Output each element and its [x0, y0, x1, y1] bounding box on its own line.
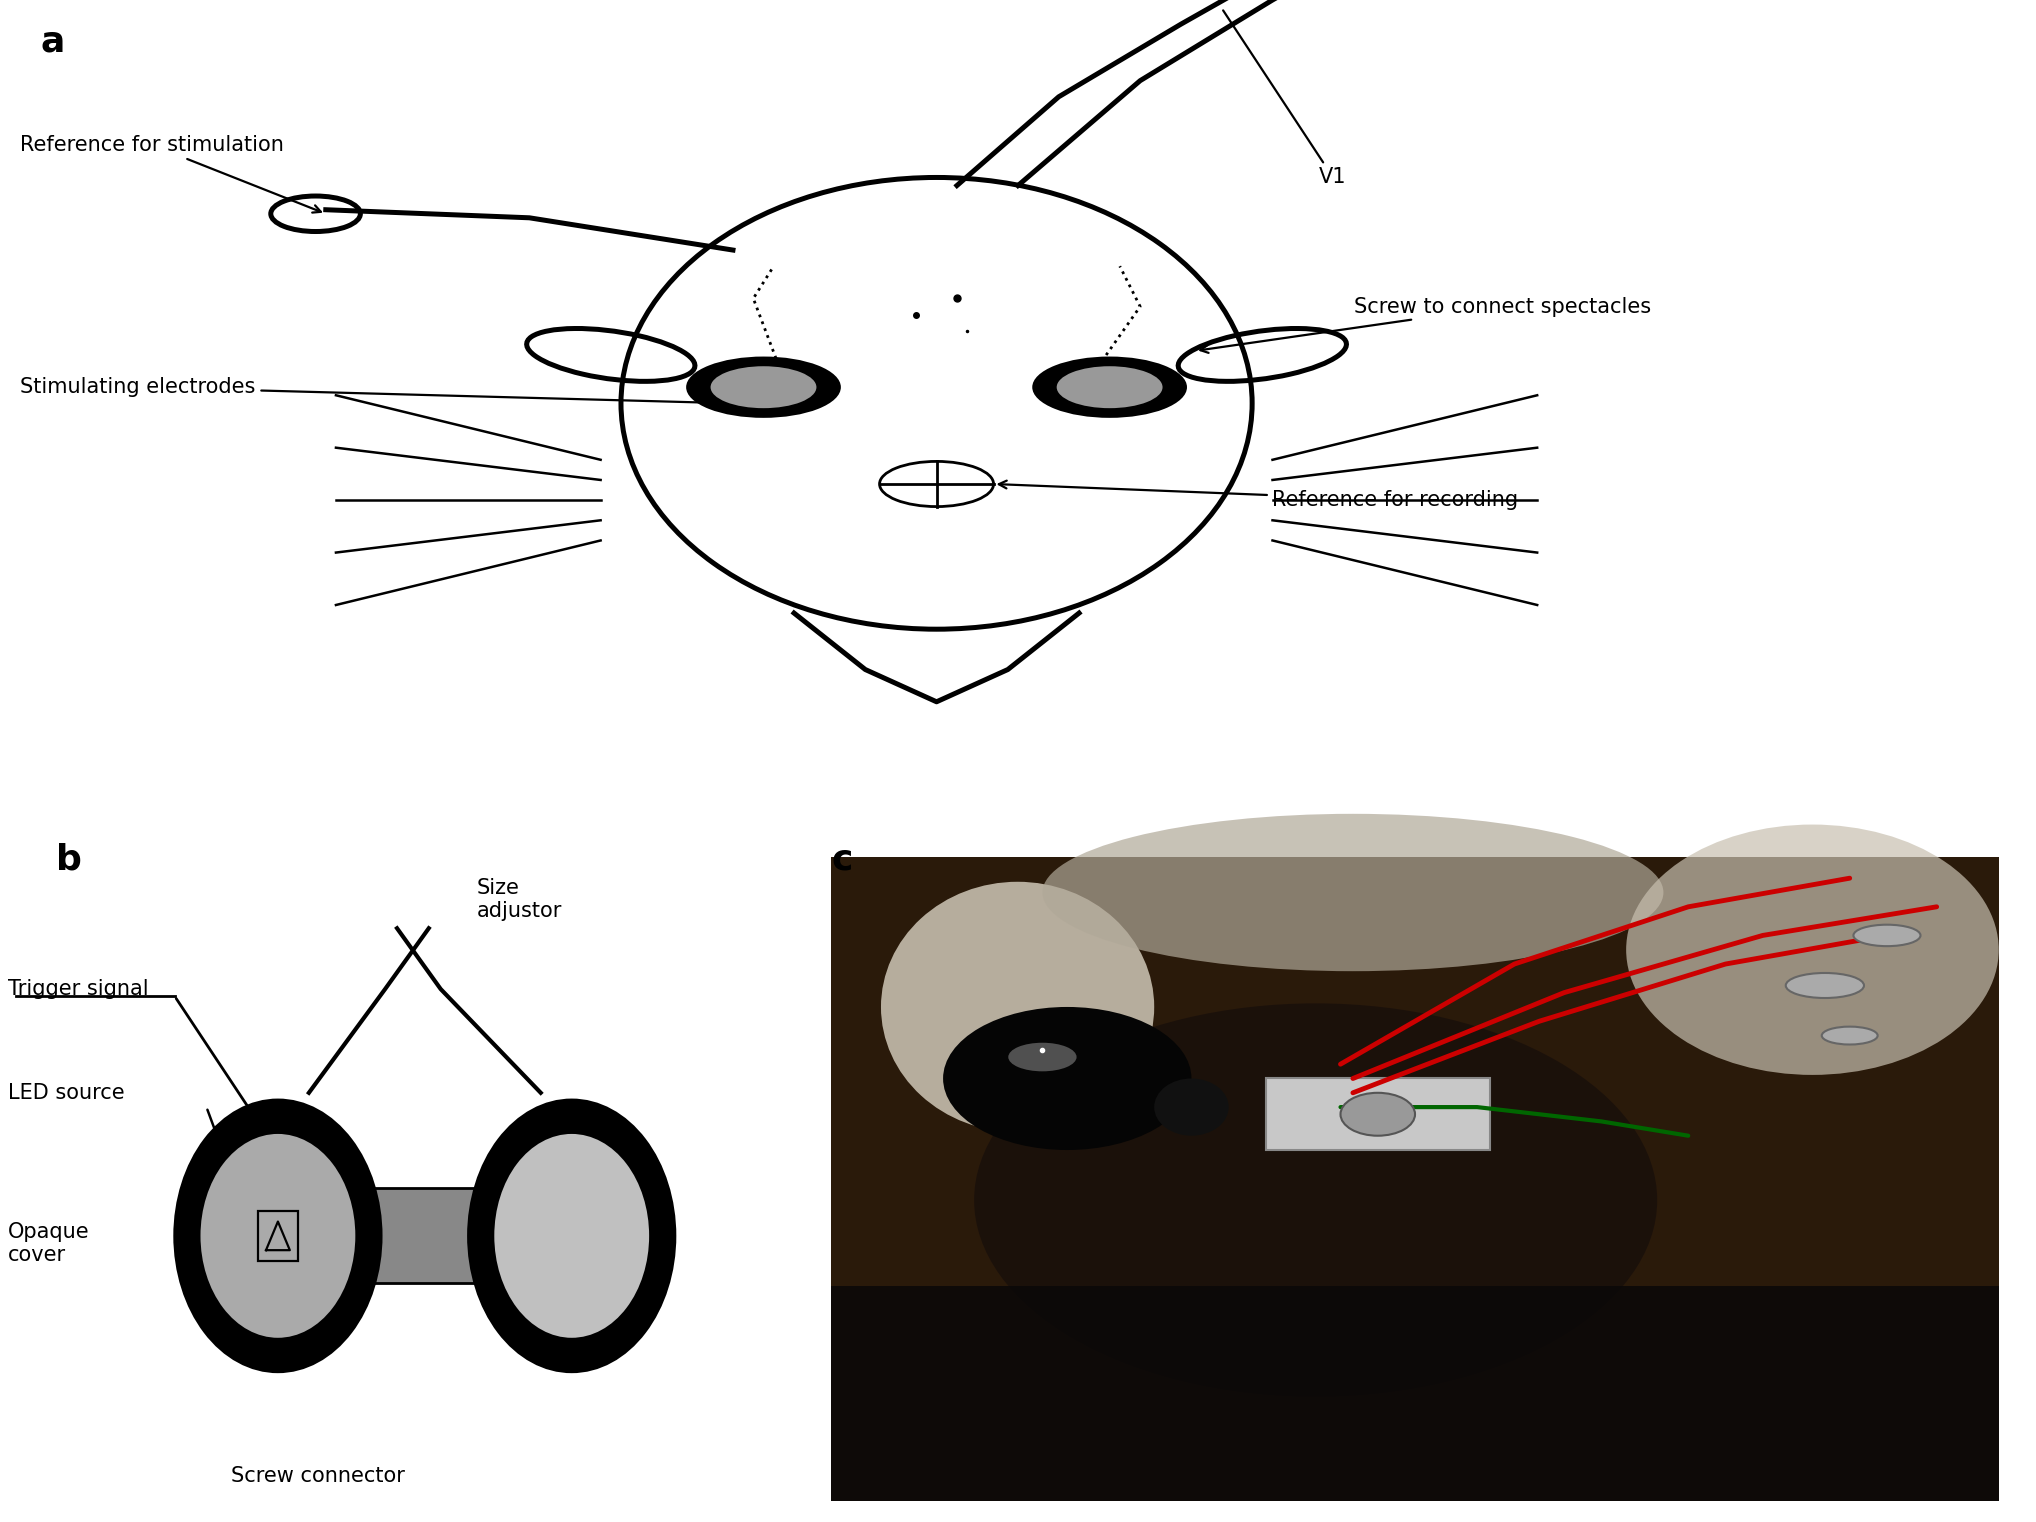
Circle shape	[711, 367, 816, 408]
Circle shape	[1340, 1093, 1415, 1135]
Ellipse shape	[175, 1100, 381, 1371]
Bar	[1266, 1079, 1490, 1151]
Ellipse shape	[1042, 814, 1663, 971]
Ellipse shape	[1853, 925, 1920, 947]
Circle shape	[686, 356, 841, 419]
Ellipse shape	[200, 1134, 356, 1338]
Text: Screw connector: Screw connector	[230, 1466, 405, 1485]
Ellipse shape	[1786, 973, 1865, 998]
Circle shape	[1057, 367, 1163, 408]
Ellipse shape	[495, 1134, 649, 1338]
Text: b: b	[55, 843, 81, 877]
Ellipse shape	[1627, 825, 1999, 1075]
Ellipse shape	[1008, 1043, 1077, 1071]
Circle shape	[1032, 356, 1187, 419]
Text: a: a	[41, 24, 65, 58]
Ellipse shape	[468, 1100, 674, 1371]
Text: Screw to connect spectacles: Screw to connect spectacles	[1201, 297, 1651, 353]
Text: c: c	[831, 843, 853, 877]
Text: LED source: LED source	[8, 1082, 124, 1103]
Text: Stimulating electrodes: Stimulating electrodes	[20, 377, 727, 406]
Circle shape	[943, 1008, 1191, 1151]
Text: Size
adjustor: Size adjustor	[476, 878, 562, 921]
Text: Opaque
cover: Opaque cover	[8, 1222, 90, 1265]
Text: V1: V1	[1224, 11, 1348, 187]
Ellipse shape	[973, 1003, 1657, 1397]
Ellipse shape	[1154, 1079, 1230, 1135]
Bar	[831, 1286, 1999, 1501]
Bar	[303, 1189, 546, 1283]
Ellipse shape	[1822, 1027, 1877, 1044]
Text: Reference for stimulation: Reference for stimulation	[20, 135, 322, 213]
Ellipse shape	[882, 881, 1154, 1132]
Text: Trigger signal: Trigger signal	[8, 979, 149, 998]
Text: Reference for recording: Reference for recording	[1000, 481, 1519, 510]
